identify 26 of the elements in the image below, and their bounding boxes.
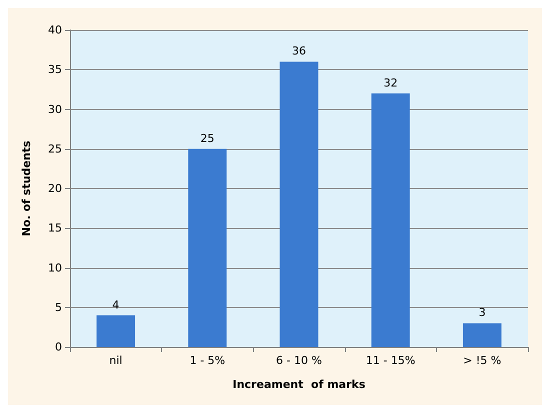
x-tick-label: 11 - 15% bbox=[366, 354, 416, 367]
x-axis-title: Increament of marks bbox=[232, 378, 366, 391]
x-tick-label: 1 - 5% bbox=[190, 354, 226, 367]
y-axis-title: No. of students bbox=[20, 140, 33, 236]
bar bbox=[96, 315, 136, 347]
y-tick-label: 40 bbox=[48, 24, 62, 36]
y-tick-label: 15 bbox=[48, 222, 62, 235]
data-label: 4 bbox=[112, 298, 120, 312]
data-label: 32 bbox=[384, 76, 398, 90]
bar bbox=[371, 93, 410, 347]
data-label: 3 bbox=[478, 306, 486, 320]
y-tick-label: 20 bbox=[48, 182, 62, 195]
x-tick-label: 6 - 10 % bbox=[276, 354, 322, 367]
y-tick-label: 5 bbox=[55, 300, 62, 314]
y-tick-label: 10 bbox=[48, 261, 62, 274]
bar bbox=[188, 148, 227, 347]
y-tick-label: 25 bbox=[48, 142, 62, 156]
bar bbox=[280, 62, 318, 347]
y-tick-label: 35 bbox=[48, 63, 62, 76]
bar bbox=[462, 323, 502, 347]
data-label: 36 bbox=[292, 44, 306, 58]
y-tick-label: 0 bbox=[55, 340, 62, 354]
x-tick-label: nil bbox=[109, 354, 122, 367]
y-tick-label: 30 bbox=[48, 102, 62, 116]
x-tick-label: > !5 % bbox=[463, 354, 502, 367]
data-label: 25 bbox=[200, 132, 214, 145]
